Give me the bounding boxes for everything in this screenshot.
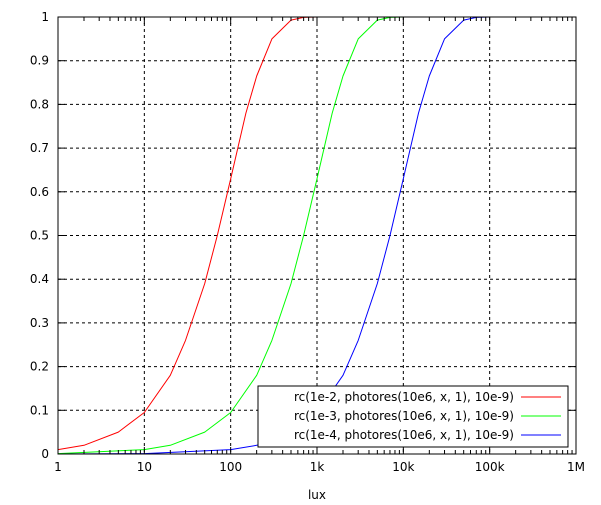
y-tick-label: 1 (41, 10, 49, 24)
axis-ticks: 1 10 100 1k 10k 100k 1M 0 0.1 0.2 0.3 0.4 0.5 0.6 0.7 0… (30, 10, 585, 474)
series-line-2 (57, 16, 404, 455)
x-tick-label: 1 (54, 460, 62, 474)
series-lines (57, 16, 490, 455)
x-tick-label: 10 (137, 460, 152, 474)
legend-label-1: rc(1e-2, photores(10e6, x, 1), 10e-9) (294, 390, 514, 404)
x-tick-label: 10k (392, 460, 414, 474)
y-tick-label: 0.2 (30, 360, 49, 374)
y-tick-label: 0.8 (30, 97, 49, 111)
y-tick-label: 0.9 (30, 54, 49, 68)
y-tick-label: 0.7 (30, 141, 49, 155)
y-tick-label: 0.5 (30, 229, 49, 243)
y-tick-label: 0.4 (30, 272, 49, 286)
legend-box (257, 385, 569, 448)
y-tick-label: 0.6 (30, 185, 49, 199)
legend-label-3: rc(1e-4, photores(10e6, x, 1), 10e-9) (294, 428, 514, 442)
legend: rc(1e-2, photores(10e6, x, 1), 10e-9) rc(… (257, 385, 569, 448)
x-tick-label: 100 (219, 460, 242, 474)
grid-lines (58, 17, 576, 454)
x-tick-label: 1k (310, 460, 325, 474)
x-tick-label: 100k (475, 460, 505, 474)
y-tick-label: 0 (41, 447, 49, 461)
x-axis-label: lux (308, 488, 326, 502)
series-line-3 (57, 16, 490, 455)
x-tick-label: 1M (567, 460, 585, 474)
series-line-1 (57, 16, 318, 451)
y-tick-label: 0.3 (30, 316, 49, 330)
y-tick-label: 0.1 (30, 403, 49, 417)
legend-label-2: rc(1e-3, photores(10e6, x, 1), 10e-9) (294, 409, 514, 423)
